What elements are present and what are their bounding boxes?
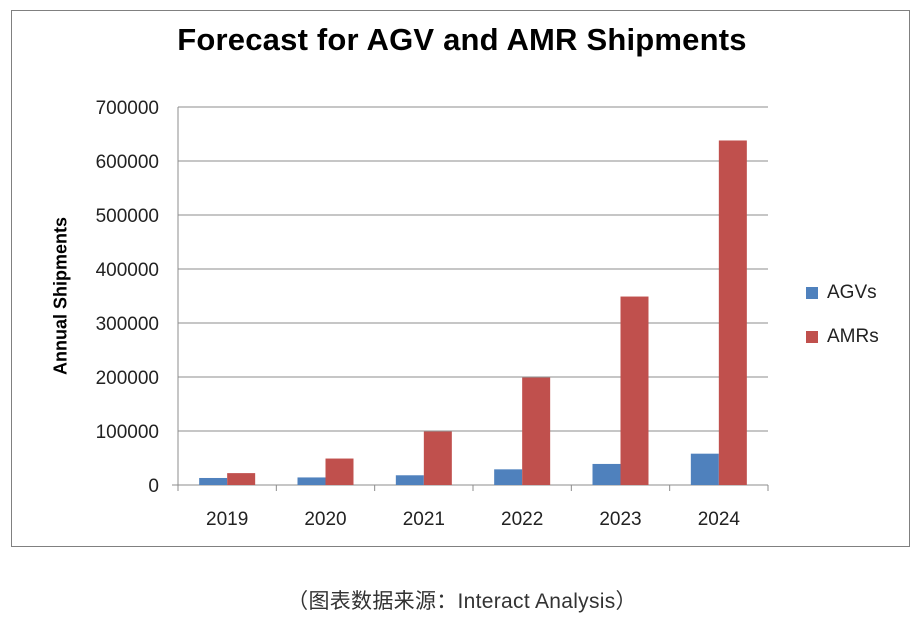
legend-swatch-agvs — [806, 287, 818, 299]
bar-agvs-2023 — [592, 463, 621, 485]
y-tick-label: 100000 — [96, 422, 159, 443]
x-tick-label: 2019 — [206, 509, 248, 530]
legend-label-amrs: AMRs — [827, 326, 879, 347]
y-tick-label: 300000 — [96, 314, 159, 335]
bar-agvs-2024 — [690, 453, 719, 485]
bar-amrs-2023 — [620, 296, 649, 485]
bar-agvs-2020 — [297, 477, 326, 485]
bar-agvs-2019 — [199, 477, 228, 485]
legend-item-amrs: AMRs — [806, 325, 879, 349]
x-tick-label: 2024 — [698, 509, 741, 530]
y-tick-label: 500000 — [96, 206, 159, 227]
y-tick-label: 400000 — [96, 260, 159, 281]
x-tick-labels: 2019 2020 2021 2022 2023 2024 — [206, 509, 740, 530]
axes — [172, 107, 769, 491]
y-tick-label: 700000 — [96, 98, 159, 119]
y-tick-label: 600000 — [96, 152, 159, 173]
x-tick-label: 2020 — [304, 509, 346, 530]
bar-agvs-2022 — [494, 469, 523, 485]
bar-amrs-2019 — [227, 473, 256, 485]
source-caption: （图表数据来源：Interact Analysis） — [287, 590, 637, 613]
x-tick-label: 2023 — [599, 509, 641, 530]
gridlines — [178, 106, 768, 432]
x-tick-label: 2022 — [501, 509, 543, 530]
bar-amrs-2020 — [325, 458, 354, 485]
bar-agvs-2021 — [395, 475, 424, 485]
legend: AGVs AMRs — [806, 281, 879, 369]
bars — [199, 140, 747, 486]
bar-amrs-2022 — [522, 377, 551, 485]
chart-frame — [11, 10, 910, 547]
bar-amrs-2024 — [718, 140, 747, 486]
chart-title: Forecast for AGV and AMR Shipments — [177, 22, 747, 57]
y-tick-label: 200000 — [96, 368, 159, 389]
legend-item-agvs: AGVs — [806, 281, 879, 305]
x-tick-label: 2021 — [403, 509, 445, 530]
legend-swatch-amrs — [806, 331, 818, 343]
bar-amrs-2021 — [423, 431, 452, 485]
y-tick-labels: 0 100000 200000 300000 400000 500000 600000 700… — [96, 98, 159, 497]
legend-label-agvs: AGVs — [827, 282, 877, 303]
y-tick-label: 0 — [148, 476, 159, 497]
